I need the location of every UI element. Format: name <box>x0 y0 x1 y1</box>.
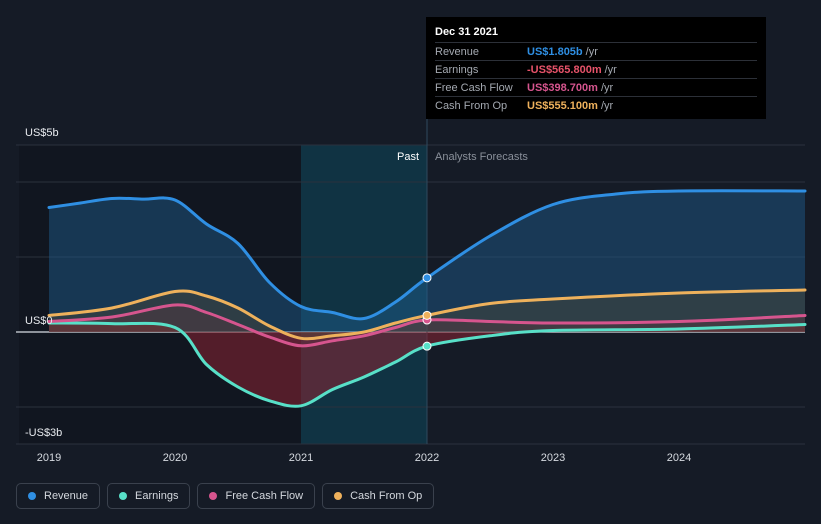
tooltip-row-unit: /yr <box>600 81 614 94</box>
tooltip-row-unit: /yr <box>604 63 617 76</box>
free-cash-flow-line <box>47 303 807 348</box>
x-tick-2019: 2019 <box>37 452 61 464</box>
legend-dot-icon <box>334 492 343 500</box>
tooltip-row: Cash From Op US$555.100m/yr <box>435 96 757 114</box>
legend-dot-icon <box>119 492 128 500</box>
x-tick-2023: 2023 <box>541 452 565 464</box>
legend-item-earnings[interactable]: Earnings <box>107 483 191 509</box>
revenue-marker <box>422 273 432 283</box>
tooltip-row-label: Free Cash Flow <box>435 81 513 94</box>
past-label: Past <box>397 151 419 163</box>
tooltip-row-label: Earnings <box>435 63 479 76</box>
y-label-top: US$5b <box>25 127 59 139</box>
cash-from-op-line <box>47 288 807 341</box>
x-tick-2021: 2021 <box>289 452 313 464</box>
tooltip-row-value: US$1.805b <box>527 45 583 58</box>
legend-item-free-cash-flow[interactable]: Free Cash Flow <box>197 483 316 509</box>
x-tick-2020: 2020 <box>163 452 187 464</box>
tooltip-row-value: US$555.100m <box>527 99 598 112</box>
tooltip-date: Dec 31 2021 <box>435 26 498 38</box>
earnings-line <box>47 321 807 408</box>
cash-from-op-marker <box>422 310 432 320</box>
tooltip-row-value: -US$565.800m <box>527 63 602 76</box>
x-tick-2024: 2024 <box>667 452 691 464</box>
legend-item-cash-from-op[interactable]: Cash From Op <box>322 483 435 509</box>
legend-item-label: Free Cash Flow <box>225 490 304 502</box>
tooltip-row-label: Cash From Op <box>435 99 508 112</box>
revenue-line <box>47 189 807 321</box>
free-cash-flow-area <box>49 304 805 346</box>
tooltip-row-unit: /yr <box>585 45 598 58</box>
y-label-bottom: -US$3b <box>25 427 62 439</box>
legend-dot-icon <box>28 492 36 500</box>
tooltip-row-value: US$398.700m <box>527 81 598 94</box>
legend-dot-icon <box>209 492 218 500</box>
legend-item-revenue[interactable]: Revenue <box>16 483 101 509</box>
forecast-label: Analysts Forecasts <box>435 151 528 163</box>
cash-from-op-area <box>49 290 805 339</box>
earnings-marker <box>422 341 432 351</box>
tooltip-row: Free Cash Flow US$398.700m/yr <box>435 78 757 96</box>
tooltip-row-unit: /yr <box>600 99 614 112</box>
tooltip-row: Revenue US$1.805b/yr <box>435 42 757 60</box>
chart-legend: Revenue Earnings Free Cash Flow Cash From O… <box>16 483 435 509</box>
tooltip-row-label: Revenue <box>435 45 480 58</box>
legend-item-label: Cash From Op <box>350 490 423 502</box>
x-tick-2022: 2022 <box>415 452 439 464</box>
y-label-zero: US$0 <box>25 315 53 327</box>
legend-item-label: Earnings <box>135 490 179 502</box>
data-tooltip: Dec 31 2021 Revenue US$1.805b/yr Earnings -… <box>426 17 766 119</box>
legend-item-label: Revenue <box>44 490 89 502</box>
tooltip-row: Earnings -US$565.800m/yr <box>435 60 757 78</box>
